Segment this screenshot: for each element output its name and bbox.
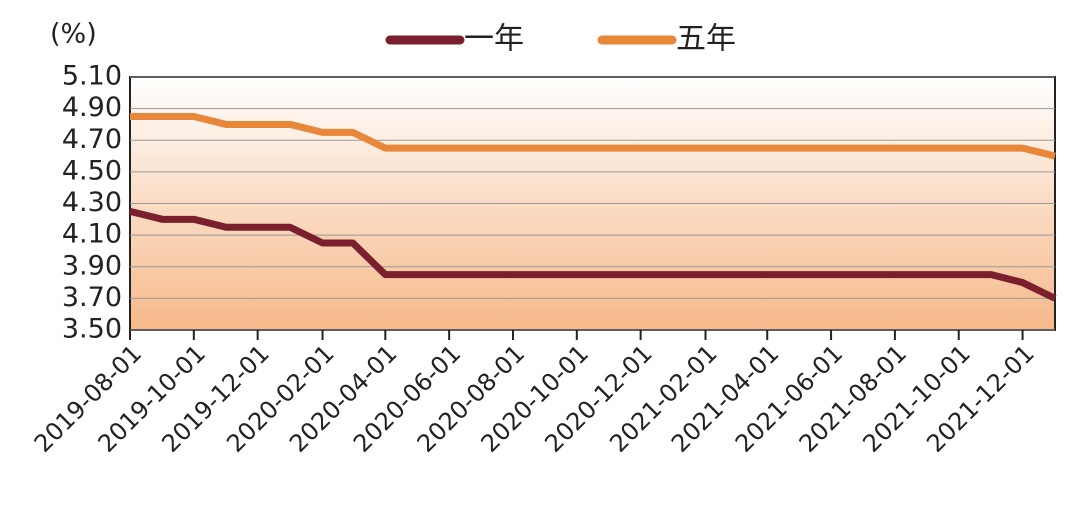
legend-label: 一年: [464, 22, 524, 57]
y-tick-label: 4.50: [62, 155, 122, 186]
y-tick-label: 4.90: [62, 92, 122, 123]
y-tick-label: 3.50: [62, 314, 122, 345]
y-tick-label: 5.10: [62, 61, 122, 92]
legend-label: 五年: [676, 22, 736, 57]
y-tick-label: 4.10: [62, 219, 122, 250]
line-series: [129, 208, 1057, 302]
y-axis-label: (%): [50, 19, 97, 50]
y-tick-label: 3.90: [62, 250, 122, 281]
line-series: [130, 113, 1056, 160]
y-tick-label: 3.70: [62, 282, 122, 313]
y-tick-label: 4.70: [62, 124, 122, 155]
y-tick-label: 4.30: [62, 187, 122, 218]
